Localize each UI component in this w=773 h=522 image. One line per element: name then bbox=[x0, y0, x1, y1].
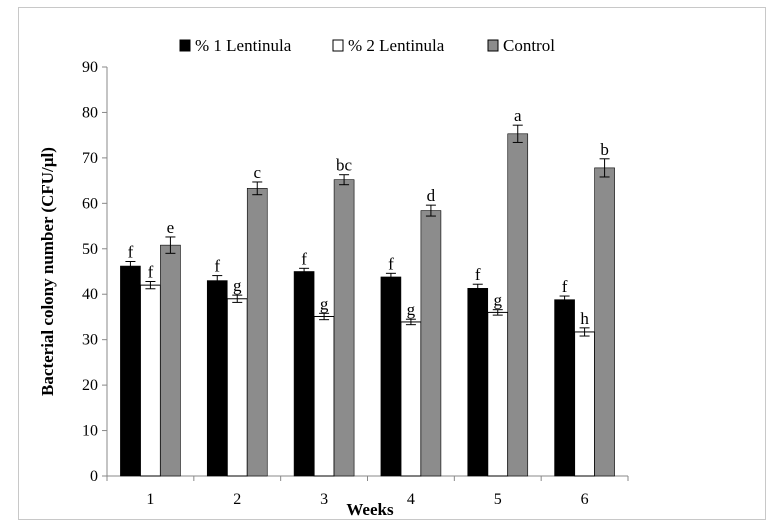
x-tick-label: 2 bbox=[233, 491, 241, 508]
x-tick-label: 1 bbox=[146, 491, 154, 508]
bar bbox=[333, 179, 355, 477]
significance-letter: g bbox=[320, 294, 329, 313]
x-tick-label: 4 bbox=[407, 491, 415, 508]
y-tick-label: 10 bbox=[82, 423, 98, 440]
bar bbox=[467, 288, 489, 477]
significance-letter: f bbox=[214, 257, 220, 276]
legend-swatch bbox=[332, 39, 344, 52]
significance-letter: g bbox=[233, 276, 242, 295]
x-tick-label: 3 bbox=[320, 491, 328, 508]
bar bbox=[554, 299, 575, 477]
significance-letter: f bbox=[388, 254, 394, 273]
x-tick-label: 5 bbox=[494, 491, 502, 508]
legend-swatch bbox=[487, 39, 499, 52]
bar bbox=[507, 133, 529, 477]
significance-letter: b bbox=[600, 140, 609, 159]
significance-letter: bc bbox=[336, 156, 353, 175]
y-tick-label: 30 bbox=[82, 332, 98, 349]
bar bbox=[226, 298, 248, 477]
y-tick-label: 40 bbox=[82, 286, 98, 303]
bar bbox=[246, 188, 268, 477]
legend-label: Control bbox=[503, 36, 555, 55]
legend-swatch bbox=[179, 39, 191, 52]
y-tick-label: 20 bbox=[82, 377, 98, 394]
legend-label: % 1 Lentinula bbox=[195, 36, 292, 55]
significance-letter: h bbox=[580, 309, 589, 328]
y-tick-label: 80 bbox=[82, 104, 98, 121]
legend: % 1 Lentinula % 2 Lentinula Control bbox=[179, 36, 555, 55]
significance-letter: a bbox=[514, 106, 522, 125]
bar bbox=[139, 284, 161, 477]
y-tick-label: 0 bbox=[90, 468, 98, 485]
bar bbox=[400, 321, 422, 477]
bar bbox=[206, 280, 228, 477]
significance-letter: f bbox=[301, 249, 307, 268]
y-tick-label: 50 bbox=[82, 241, 98, 258]
significance-letter: e bbox=[167, 218, 175, 237]
significance-letter: d bbox=[427, 186, 436, 205]
significance-letter: c bbox=[253, 163, 261, 182]
significance-letter: f bbox=[148, 262, 154, 281]
bar bbox=[380, 276, 402, 477]
legend-label: % 2 Lentinula bbox=[348, 36, 445, 55]
y-axis-title: Bacterial colony number (CFU/µl) bbox=[38, 147, 57, 396]
significance-letter: f bbox=[128, 243, 134, 262]
x-tick-label: 6 bbox=[581, 491, 589, 508]
y-tick-label: 60 bbox=[82, 195, 98, 212]
axes: 0 10 20 30 40 50 60 70 80 90 1 2 3 4 5 6 bbox=[82, 59, 629, 508]
significance-letter: g bbox=[494, 291, 503, 310]
bar bbox=[313, 315, 335, 477]
significance-letter: g bbox=[407, 300, 416, 319]
y-tick-label: 90 bbox=[82, 59, 98, 76]
bar bbox=[120, 265, 141, 477]
bar bbox=[420, 210, 442, 477]
x-axis-title: Weeks bbox=[346, 500, 394, 519]
y-tick-label: 70 bbox=[82, 150, 98, 167]
bar bbox=[487, 311, 509, 477]
bar bbox=[594, 167, 615, 477]
bar bbox=[160, 244, 181, 477]
significance-letter: f bbox=[475, 265, 481, 284]
significance-letter: f bbox=[562, 277, 568, 296]
bar bbox=[574, 331, 596, 477]
bar bbox=[293, 271, 315, 477]
